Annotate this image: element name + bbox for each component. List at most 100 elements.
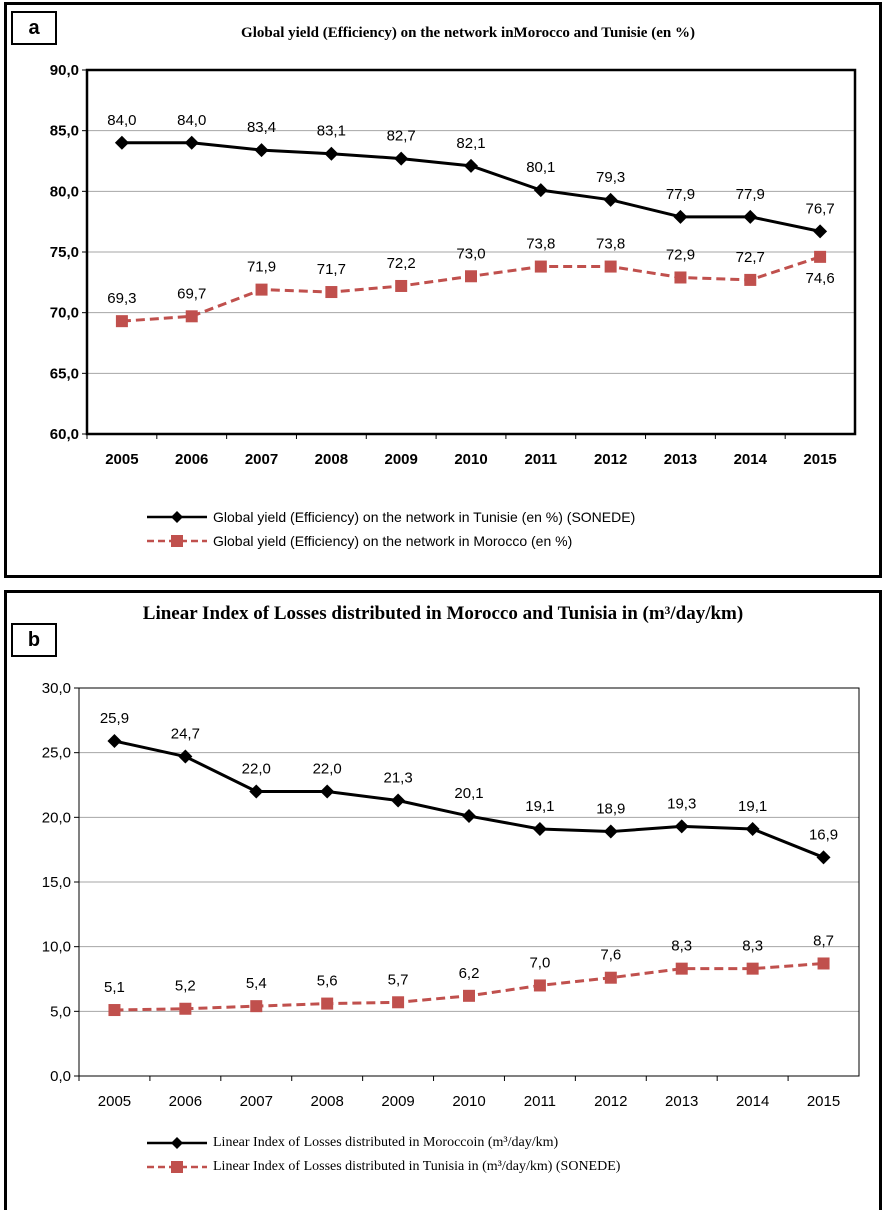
data-label: 82,1 <box>456 135 485 152</box>
data-point <box>107 734 122 749</box>
y-tick-label: 65,0 <box>50 365 79 382</box>
data-point <box>534 260 547 273</box>
chart-title: Linear Index of Losses distributed in Mo… <box>142 603 744 624</box>
y-tick-label: 70,0 <box>50 305 79 322</box>
legend-item-morocco: Global yield (Efficiency) on the network… <box>147 529 635 553</box>
data-label: 84,0 <box>177 112 206 129</box>
chart-title: Global yield (Efficiency) on the network… <box>241 25 695 41</box>
data-point <box>746 962 759 975</box>
y-tick-label: 20,0 <box>42 809 71 826</box>
x-tick-label: 2005 <box>105 451 138 468</box>
data-point <box>391 793 406 808</box>
data-point <box>604 260 617 273</box>
x-tick-label: 2011 <box>524 1093 556 1110</box>
x-tick-label: 2006 <box>169 1093 202 1110</box>
data-point <box>320 784 335 799</box>
chart-panel-a: a Global yield (Efficiency) on the netwo… <box>4 2 882 578</box>
data-label: 7,0 <box>529 954 550 971</box>
data-point <box>324 146 339 161</box>
legend-label: Global yield (Efficiency) on the network… <box>213 533 573 549</box>
data-point <box>743 209 758 224</box>
x-tick-label: 2005 <box>98 1093 131 1110</box>
plot-area <box>85 68 857 436</box>
x-tick-label: 2009 <box>384 451 417 468</box>
data-point <box>532 821 547 836</box>
data-point <box>674 819 689 834</box>
x-tick-label: 2007 <box>240 1093 273 1110</box>
legend: Linear Index of Losses distributed in Mo… <box>147 1131 620 1179</box>
data-point <box>465 270 477 283</box>
data-point <box>816 850 831 865</box>
data-label: 6,2 <box>459 965 480 982</box>
data-label: 82,7 <box>387 128 416 145</box>
data-label: 19,3 <box>667 795 696 812</box>
y-tick-label: 0,0 <box>50 1068 71 1085</box>
x-tick-label: 2012 <box>594 451 627 468</box>
legend-label: Linear Index of Losses distributed in Mo… <box>213 1135 559 1150</box>
data-point <box>604 971 617 984</box>
data-point <box>814 250 827 263</box>
data-label: 79,3 <box>596 169 625 186</box>
y-tick-label: 90,0 <box>50 62 79 79</box>
data-label: 24,7 <box>171 726 200 743</box>
data-point <box>817 957 830 970</box>
legend-label: Linear Index of Losses distributed in Tu… <box>213 1159 621 1174</box>
data-point <box>325 286 338 299</box>
y-tick-label: 80,0 <box>50 183 79 200</box>
line-chart-b: 0,0 5,0 10,0 15,0 20,0 25,0 30,0 2005 2006 2007 20… <box>42 680 860 1110</box>
data-label: 25,9 <box>100 710 129 727</box>
data-point <box>115 315 128 328</box>
data-label: 83,4 <box>247 119 276 136</box>
data-point <box>321 997 334 1010</box>
data-label: 76,7 <box>805 200 834 217</box>
x-tick-label: 2008 <box>315 451 348 468</box>
data-label: 19,1 <box>525 798 554 815</box>
legend-square-marker-icon <box>147 1161 207 1173</box>
data-point <box>745 821 760 836</box>
x-tick-label: 2012 <box>594 1093 627 1110</box>
y-tick-label: 10,0 <box>42 939 71 956</box>
data-label: 71,9 <box>247 259 276 276</box>
data-point <box>673 209 688 224</box>
y-tick-label: 30,0 <box>42 680 71 697</box>
data-label: 74,6 <box>805 270 834 287</box>
x-tick-label: 2013 <box>664 451 697 468</box>
data-label: 77,9 <box>666 186 695 203</box>
x-tick-label: 2008 <box>310 1093 343 1110</box>
legend-label: Global yield (Efficiency) on the network… <box>213 509 636 525</box>
data-point <box>395 279 408 292</box>
data-label: 20,1 <box>454 785 483 802</box>
legend: Global yield (Efficiency) on the network… <box>147 505 635 553</box>
data-label: 22,0 <box>242 760 271 777</box>
data-point <box>184 135 199 150</box>
x-tick-label: 2010 <box>452 1093 485 1110</box>
plot-area <box>78 687 860 1077</box>
data-label: 5,4 <box>246 975 267 992</box>
data-label: 5,1 <box>104 979 125 996</box>
legend-item-tunisia: Global yield (Efficiency) on the network… <box>147 505 635 529</box>
data-label: 5,2 <box>175 978 196 995</box>
data-point <box>533 183 548 198</box>
data-point <box>185 310 198 323</box>
data-point <box>675 962 688 975</box>
data-label: 73,8 <box>526 236 555 253</box>
data-point <box>254 143 269 158</box>
data-point <box>394 151 409 166</box>
line-chart-a: 60,0 65,0 70,0 75,0 80,0 85,0 90,0 2005 2006 2007… <box>50 62 857 468</box>
data-label: 73,8 <box>596 236 625 253</box>
data-point <box>250 1000 263 1013</box>
x-tick-label: 2015 <box>807 1093 840 1110</box>
legend-diamond-marker-icon <box>147 1137 207 1149</box>
data-label: 16,9 <box>809 826 838 843</box>
data-label: 18,9 <box>596 801 625 818</box>
data-label: 83,1 <box>317 123 346 140</box>
data-point <box>179 1002 192 1015</box>
legend-item-morocco: Linear Index of Losses distributed in Mo… <box>147 1131 620 1155</box>
data-label: 21,3 <box>383 770 412 787</box>
series-line <box>121 255 821 323</box>
data-point <box>674 271 687 284</box>
data-point <box>603 192 618 207</box>
data-label: 7,6 <box>600 947 621 964</box>
data-point <box>463 989 475 1002</box>
data-label: 8,7 <box>813 932 834 949</box>
